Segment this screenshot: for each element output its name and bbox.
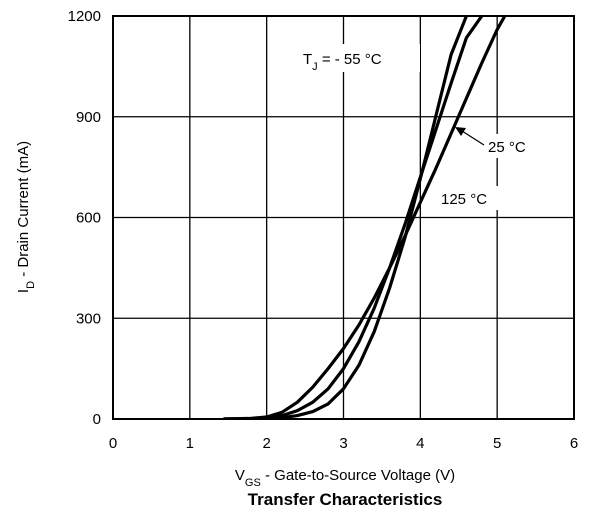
x-axis-title-sub: GS (245, 477, 261, 489)
label-125c: 125 °C (441, 191, 487, 208)
x-tick-label-3: 3 (339, 435, 347, 452)
plot-frame (112, 15, 575, 420)
arrow-25c-head (455, 127, 466, 136)
label-25c-background (484, 134, 544, 158)
tj-label-rest: = - 55 °C (318, 51, 382, 68)
x-axis-title-rest: - Gate-to-Source Voltage (V) (261, 467, 455, 484)
series-line-2 (222, 16, 507, 419)
tj-label-sub: J (312, 61, 318, 73)
y-tick-label-0: 0 (93, 411, 101, 428)
y-tick-label-2: 600 (76, 210, 101, 227)
x-tick-label-1: 1 (186, 435, 194, 452)
tj-label-main: T (303, 51, 312, 68)
y-tick-label-4: 1200 (68, 8, 101, 25)
label-25c: 25 °C (488, 139, 526, 156)
y-tick-label-3: 900 (76, 109, 101, 126)
y-tick-label-1: 300 (76, 310, 101, 327)
x-tick-label-6: 6 (570, 435, 578, 452)
x-axis-title: VGS - Gate-to-Source Voltage (V) (235, 467, 455, 489)
grid (112, 15, 575, 420)
y-axis-title-rest: - Drain Current (mA) (15, 141, 32, 281)
y-tick-labels: 0 300 600 900 1200 (68, 8, 101, 428)
x-tick-label-4: 4 (416, 435, 424, 452)
y-axis-title-sub: D (25, 281, 37, 289)
label-125c-background (437, 186, 499, 210)
series-line-1 (222, 16, 484, 419)
x-tick-labels: 0 1 2 3 4 5 6 (109, 435, 578, 452)
x-tick-label-0: 0 (109, 435, 117, 452)
arrow-25c-line (461, 130, 485, 146)
x-tick-label-2: 2 (262, 435, 270, 452)
x-axis-title-main: V (235, 467, 245, 484)
y-axis-title: ID - Drain Current (mA) (15, 141, 37, 293)
tj-label-background (300, 44, 420, 72)
y-axis-title-main: I (15, 289, 32, 293)
x-tick-label-5: 5 (493, 435, 501, 452)
chart-title: Transfer Characteristics (248, 490, 443, 509)
tj-label: TJ = - 55 °C (303, 51, 382, 73)
